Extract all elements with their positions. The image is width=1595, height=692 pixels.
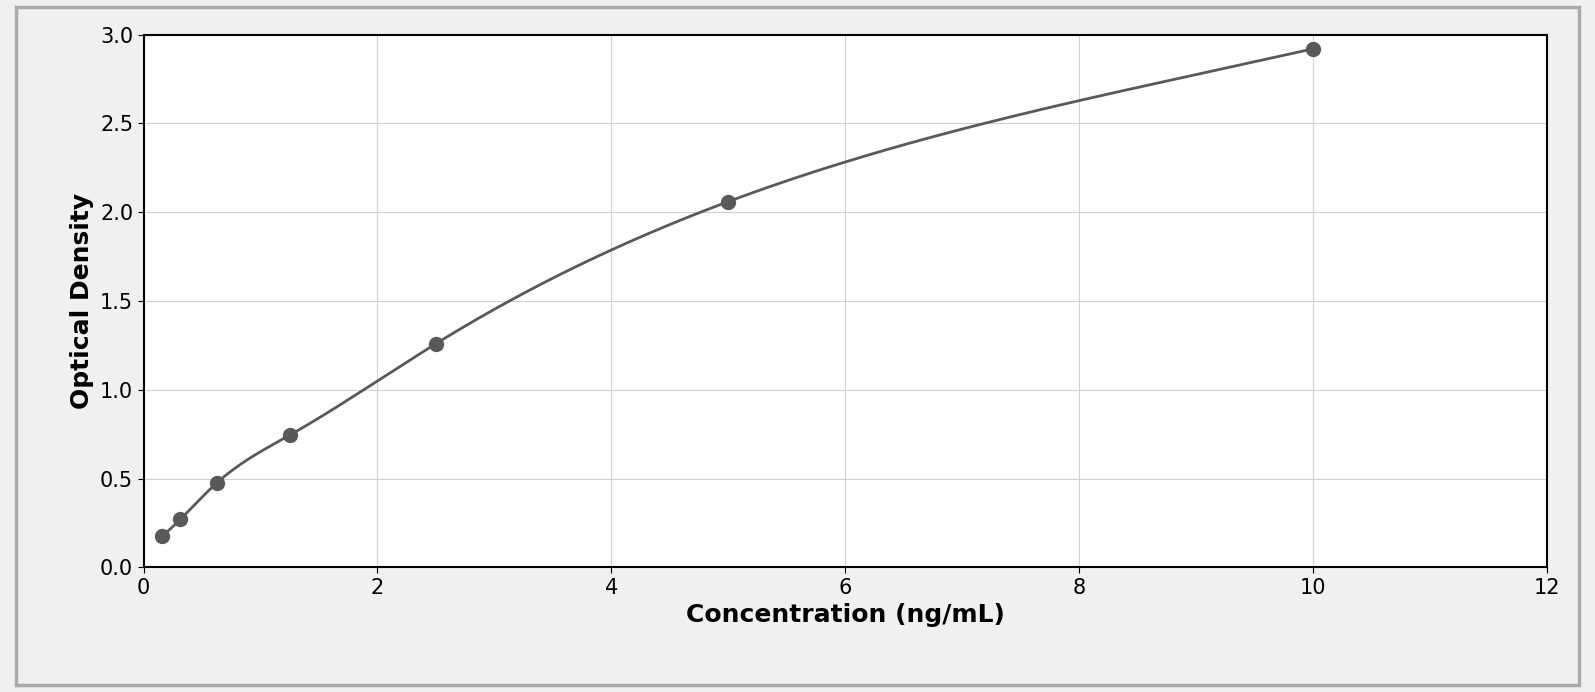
Point — [167, 514, 193, 525]
Point — [716, 196, 742, 207]
Point — [278, 430, 303, 441]
Point — [423, 338, 448, 349]
Y-axis label: Optical Density: Optical Density — [70, 193, 94, 409]
Point — [148, 531, 174, 542]
Point — [1300, 44, 1325, 55]
X-axis label: Concentration (ng/mL): Concentration (ng/mL) — [686, 603, 1005, 628]
Point — [204, 477, 230, 489]
